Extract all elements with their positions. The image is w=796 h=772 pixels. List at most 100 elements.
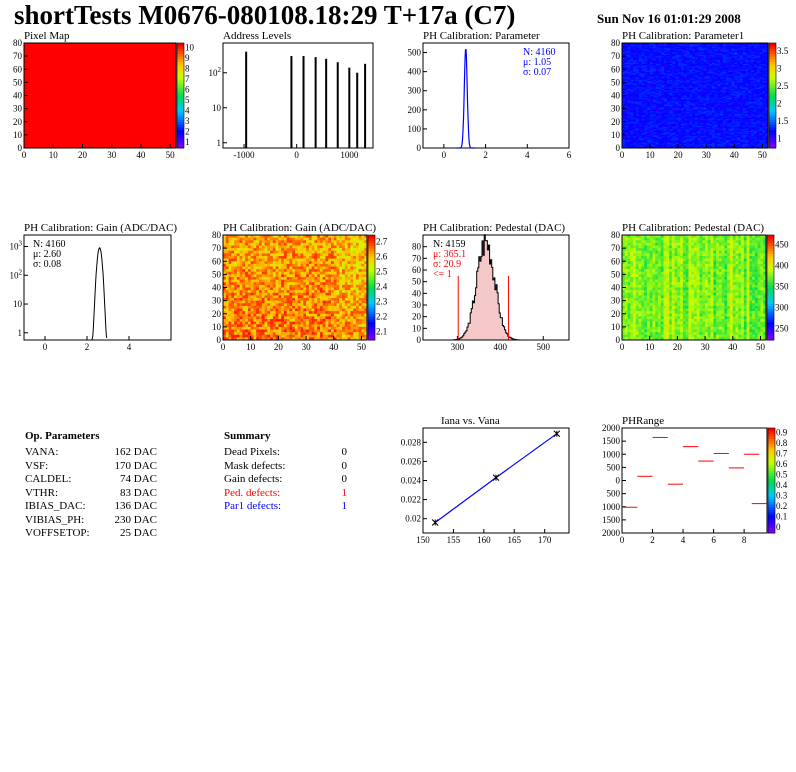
heatmap-cell xyxy=(697,109,701,112)
heatmap-cell xyxy=(658,67,662,70)
heatmap-cell xyxy=(644,94,648,96)
heatmap-cell xyxy=(630,61,634,63)
heatmap-cell xyxy=(756,142,760,145)
heatmap-cell xyxy=(644,48,648,50)
heatmap-cell xyxy=(700,87,704,90)
heatmap-cell xyxy=(711,106,715,108)
heatmap-cell xyxy=(664,79,668,82)
heatmap-cell xyxy=(706,50,710,53)
heatmap-cell xyxy=(728,82,732,84)
heatmap-cell xyxy=(728,79,732,82)
heatmap-cell xyxy=(641,49,645,52)
heatmap-cell xyxy=(622,71,626,74)
heatmap-cell xyxy=(680,136,685,138)
heatmap-cell xyxy=(759,100,763,103)
heatmap-cell xyxy=(748,124,752,126)
heatmap-cell xyxy=(703,133,707,136)
heatmap-cell xyxy=(748,56,752,58)
color-bar-cell xyxy=(177,53,184,57)
color-bar-label: 3 xyxy=(185,116,190,126)
heatmap-cell xyxy=(692,144,696,146)
heatmap-cell xyxy=(720,142,724,145)
heatmap-cell xyxy=(703,83,707,86)
heatmap-cell xyxy=(680,69,685,71)
heatmap-cell xyxy=(661,83,665,86)
heatmap-cell xyxy=(633,94,637,96)
heatmap-cell xyxy=(633,50,637,53)
heatmap-cell xyxy=(231,261,235,265)
heatmap-cell xyxy=(762,43,766,45)
heatmap-cell xyxy=(664,64,668,66)
heatmap-cell xyxy=(692,94,696,96)
heatmap-cell xyxy=(627,50,631,53)
heatmap-cell xyxy=(700,92,704,95)
heatmap-cell xyxy=(652,66,656,69)
heatmap-cell xyxy=(680,62,685,65)
heatmap-cell xyxy=(714,100,718,103)
heatmap-cell xyxy=(756,90,760,92)
heatmap-cell xyxy=(695,98,699,100)
heatmap-cell xyxy=(762,95,766,98)
heatmap-cell xyxy=(734,117,738,120)
heatmap-cell xyxy=(711,98,715,100)
heatmap-cell xyxy=(678,121,682,124)
heatmap-cell xyxy=(259,282,263,286)
heatmap-cell xyxy=(624,45,628,48)
heatmap-cell xyxy=(709,45,713,48)
heatmap-cell xyxy=(647,128,651,130)
heatmap-cell xyxy=(683,65,687,67)
heatmap-cell xyxy=(622,140,626,142)
heatmap-cell xyxy=(666,56,671,58)
heatmap-cell xyxy=(709,99,713,102)
heatmap-cell xyxy=(641,141,645,144)
heatmap-cell xyxy=(717,128,721,130)
heatmap-cell xyxy=(680,66,685,69)
heatmap-cell xyxy=(731,61,735,63)
heatmap-cell xyxy=(756,117,760,120)
heatmap-cell xyxy=(731,129,735,132)
heatmap-cell xyxy=(714,90,718,92)
heatmap-cell xyxy=(753,102,758,104)
heatmap-cell xyxy=(731,138,735,141)
page-title: shortTests M0676-080108.18:29 T+17a (C7) xyxy=(14,0,516,30)
heatmap-cell xyxy=(751,112,755,115)
heatmap-cell xyxy=(734,108,738,111)
tick-label: 103 xyxy=(10,240,23,252)
heatmap-cell xyxy=(703,58,707,61)
heatmap-cell xyxy=(723,129,727,132)
color-bar-cell xyxy=(177,129,184,133)
heatmap-cell xyxy=(622,87,626,90)
heatmap-cell xyxy=(225,337,229,341)
heatmap-cell xyxy=(751,130,755,133)
heatmap-cell xyxy=(664,73,668,75)
heatmap-cell xyxy=(756,78,760,81)
heatmap-cell xyxy=(695,104,699,107)
heatmap-cell xyxy=(638,125,642,128)
heatmap-cell xyxy=(745,129,749,132)
heatmap-cell xyxy=(636,107,640,109)
heatmap-cell xyxy=(650,70,654,73)
heatmap-cell xyxy=(624,119,628,121)
heatmap-cell xyxy=(709,103,713,105)
heatmap-cell xyxy=(650,77,654,79)
heatmap-cell xyxy=(765,119,769,121)
heatmap-cell xyxy=(664,112,668,115)
heatmap-cell xyxy=(647,62,651,65)
heatmap-cell xyxy=(692,78,696,81)
heatmap-cell xyxy=(633,87,637,90)
heatmap-cell xyxy=(751,109,755,112)
heatmap-cell xyxy=(723,102,727,104)
heatmap-cell xyxy=(638,116,642,119)
heatmap-cell xyxy=(624,49,628,52)
heatmap-cell xyxy=(661,108,665,111)
heatmap-cell xyxy=(630,96,634,99)
heatmap-cell xyxy=(636,79,640,82)
heatmap-cell xyxy=(678,50,682,53)
heatmap-cell xyxy=(630,98,634,100)
heatmap-cell xyxy=(630,60,634,62)
heatmap-cell xyxy=(731,88,735,91)
heatmap xyxy=(622,43,769,149)
heatmap-cell xyxy=(636,78,640,81)
heatmap-cell xyxy=(686,99,690,102)
heatmap-cell xyxy=(717,142,721,145)
